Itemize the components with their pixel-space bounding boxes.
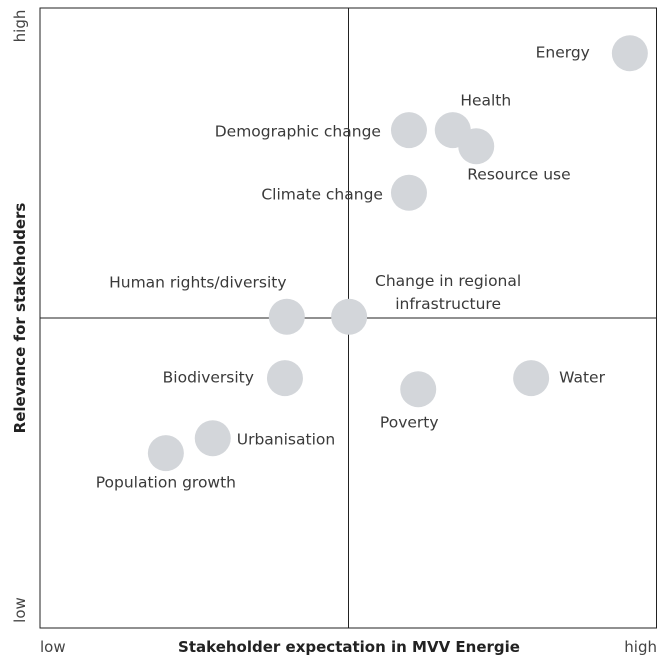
y-axis-label: Relevance for stakeholders <box>11 202 29 434</box>
point-label: Demographic change <box>214 122 381 141</box>
point-label: Biodiversity <box>162 368 254 387</box>
y-tick-label: high <box>11 9 29 43</box>
point <box>147 435 184 472</box>
point-label: Human rights/diversity <box>109 273 287 292</box>
point <box>331 298 368 335</box>
point <box>513 360 550 397</box>
point <box>400 371 437 408</box>
point <box>268 298 305 335</box>
point <box>390 174 427 211</box>
y-tick-label: low <box>11 597 29 623</box>
point-label: Health <box>460 91 512 110</box>
x-axis-label: Stakeholder expectation in MVV Energie <box>178 638 520 656</box>
point-label: Water <box>559 368 605 387</box>
point-label: Change in regional infrastructure <box>375 271 522 313</box>
point-label: Resource use <box>467 165 571 184</box>
point-label: Energy <box>535 43 590 62</box>
x-tick-label: high <box>624 638 657 656</box>
point <box>390 112 427 149</box>
point <box>458 128 495 165</box>
point-label: Climate change <box>261 185 383 204</box>
point <box>611 35 648 72</box>
point-label: Population growth <box>95 473 237 492</box>
point <box>194 420 231 457</box>
point-label: Poverty <box>379 413 439 432</box>
point <box>266 360 303 397</box>
x-tick-label: low <box>40 638 66 656</box>
point-label: Urbanisation <box>236 430 336 449</box>
